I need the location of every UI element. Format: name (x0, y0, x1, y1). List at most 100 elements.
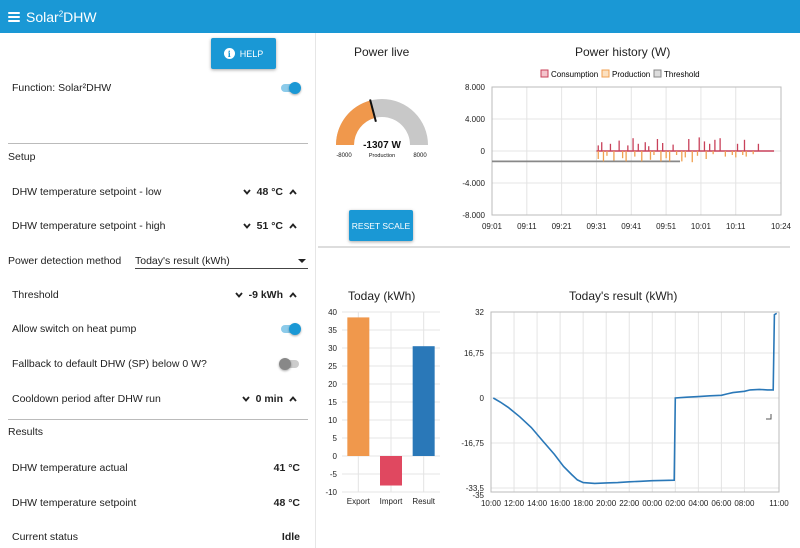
consumption-bar (656, 139, 659, 151)
x-tick-label: 20:00 (596, 499, 617, 508)
consumption-bar (736, 143, 739, 151)
production-bar (668, 151, 671, 162)
production-bar (665, 151, 667, 159)
chevron-up-icon[interactable] (286, 288, 300, 302)
gauge-sub: Production (369, 153, 395, 159)
setup-header-row: Setup (0, 146, 312, 168)
production-bar (691, 151, 693, 163)
gauge-fill (336, 100, 375, 145)
gauge-value: -1307 W (363, 140, 401, 151)
threshold-stepper: -9 kWh (232, 288, 300, 302)
production-bar (712, 151, 714, 155)
fallback-label: Fallback to default DHW (SP) below 0 W? (12, 358, 207, 370)
power-method-row: Power detection method Today's result (k… (0, 250, 312, 272)
consumption-bar (662, 143, 664, 151)
today-chart: 40 35 30 25 20 15 10 5 0 -5 -10 Export Import Result (325, 308, 440, 506)
x-tick-label: Result (412, 497, 435, 506)
x-tick-label: 09:51 (656, 222, 677, 231)
x-tick-label: 10:24 (771, 222, 792, 231)
allow-switch-toggle[interactable] (279, 323, 301, 335)
y-tick-label: 32 (475, 308, 484, 317)
production-bar (660, 151, 662, 162)
x-tick-label: 09:21 (552, 222, 573, 231)
threshold-label: Threshold (12, 289, 59, 301)
chevron-up-icon[interactable] (286, 392, 300, 406)
status-row: Current status Idle (0, 526, 312, 548)
legend-consumption: Consumption (551, 70, 598, 79)
status-value: Idle (281, 531, 300, 543)
x-tick-label: 09:01 (482, 222, 503, 231)
chevron-down-icon[interactable] (240, 185, 254, 199)
legend-swatch-consumption (540, 69, 549, 78)
resize-corner-icon (766, 414, 772, 420)
consumption-bar (618, 140, 620, 151)
production-bar (684, 151, 686, 158)
x-tick-label: 06:00 (711, 499, 732, 508)
dhw-setpoint-label: DHW temperature setpoint (12, 497, 137, 509)
allow-switch-label: Allow switch on heat pump (12, 323, 137, 335)
consumption-bar (648, 146, 650, 151)
consumption-bar (743, 139, 746, 151)
chevron-down-icon[interactable] (239, 392, 253, 406)
y-tick-label: 15 (328, 398, 337, 407)
power-live-title: Power live (354, 45, 410, 59)
chevron-down-icon[interactable] (240, 219, 254, 233)
reset-scale-button[interactable]: RESET SCALE (349, 210, 413, 241)
y-tick-label: 8.000 (465, 83, 486, 92)
consumption-bar (644, 142, 646, 151)
plot-frame (491, 86, 782, 216)
production-bar (742, 151, 744, 155)
power-method-value: Today's result (kWh) (135, 254, 230, 267)
x-tick-label: Export (347, 497, 371, 506)
y-tick-label: 20 (328, 380, 337, 389)
consumption-bar (601, 142, 603, 151)
chevron-up-icon[interactable] (286, 219, 300, 233)
dhw-actual-label: DHW temperature actual (12, 462, 128, 474)
help-button[interactable]: i HELP (211, 38, 276, 69)
cooldown-row: Cooldown period after DHW run 0 min (0, 388, 312, 410)
divider (8, 419, 308, 420)
y-tick-label: 5 (333, 434, 338, 443)
results-header-row: Results (0, 421, 312, 443)
dhw-high-row: DHW temperature setpoint - high 51 °C (0, 215, 312, 237)
function-toggle[interactable] (279, 82, 301, 94)
production-bar (675, 151, 678, 155)
power-method-label: Power detection method (8, 255, 122, 267)
x-tick-label: 22:00 (619, 499, 640, 508)
y-tick-label: 35 (328, 326, 337, 335)
plot-frame (490, 311, 780, 493)
x-tick-label: 09:11 (517, 222, 537, 231)
gauge-min: -8000 (336, 153, 352, 159)
production-bar (625, 151, 627, 162)
power-gauge: -1307 W Production -8000 8000 (336, 99, 428, 159)
production-bar (735, 151, 737, 158)
x-tick-label: 04:00 (688, 499, 709, 508)
fallback-toggle[interactable] (279, 358, 300, 370)
x-tick-label: Import (380, 497, 403, 506)
fallback-row: Fallback to default DHW (SP) below 0 W? (0, 353, 312, 375)
result-title: Today's result (kWh) (569, 289, 678, 303)
chevron-up-icon[interactable] (286, 185, 300, 199)
dhw-low-stepper: 48 °C (240, 185, 300, 199)
status-label: Current status (12, 531, 78, 543)
legend-swatch-production (601, 69, 610, 78)
y-tick-label: 0 (481, 147, 486, 156)
cooldown-stepper: 0 min (239, 392, 300, 406)
help-label: HELP (239, 48, 264, 59)
dhw-high-value: 51 °C (256, 220, 283, 232)
menu-icon[interactable] (8, 11, 20, 22)
y-tick-label: 10 (328, 416, 337, 425)
production-bar (613, 151, 615, 161)
consumption-bar (597, 145, 599, 151)
power-history-chart: Consumption Production Threshold 8.000 4.… (462, 69, 792, 231)
power-method-select[interactable]: Today's result (kWh) (135, 253, 308, 269)
y-tick-label: -10 (325, 488, 337, 497)
production-bar (602, 151, 605, 162)
chevron-down-icon[interactable] (232, 288, 246, 302)
caret-down-icon (298, 259, 306, 263)
production-bar (621, 151, 624, 159)
y-tick-label: 0 (480, 394, 485, 403)
setup-header: Setup (8, 151, 36, 163)
consumption-bar (703, 141, 706, 151)
